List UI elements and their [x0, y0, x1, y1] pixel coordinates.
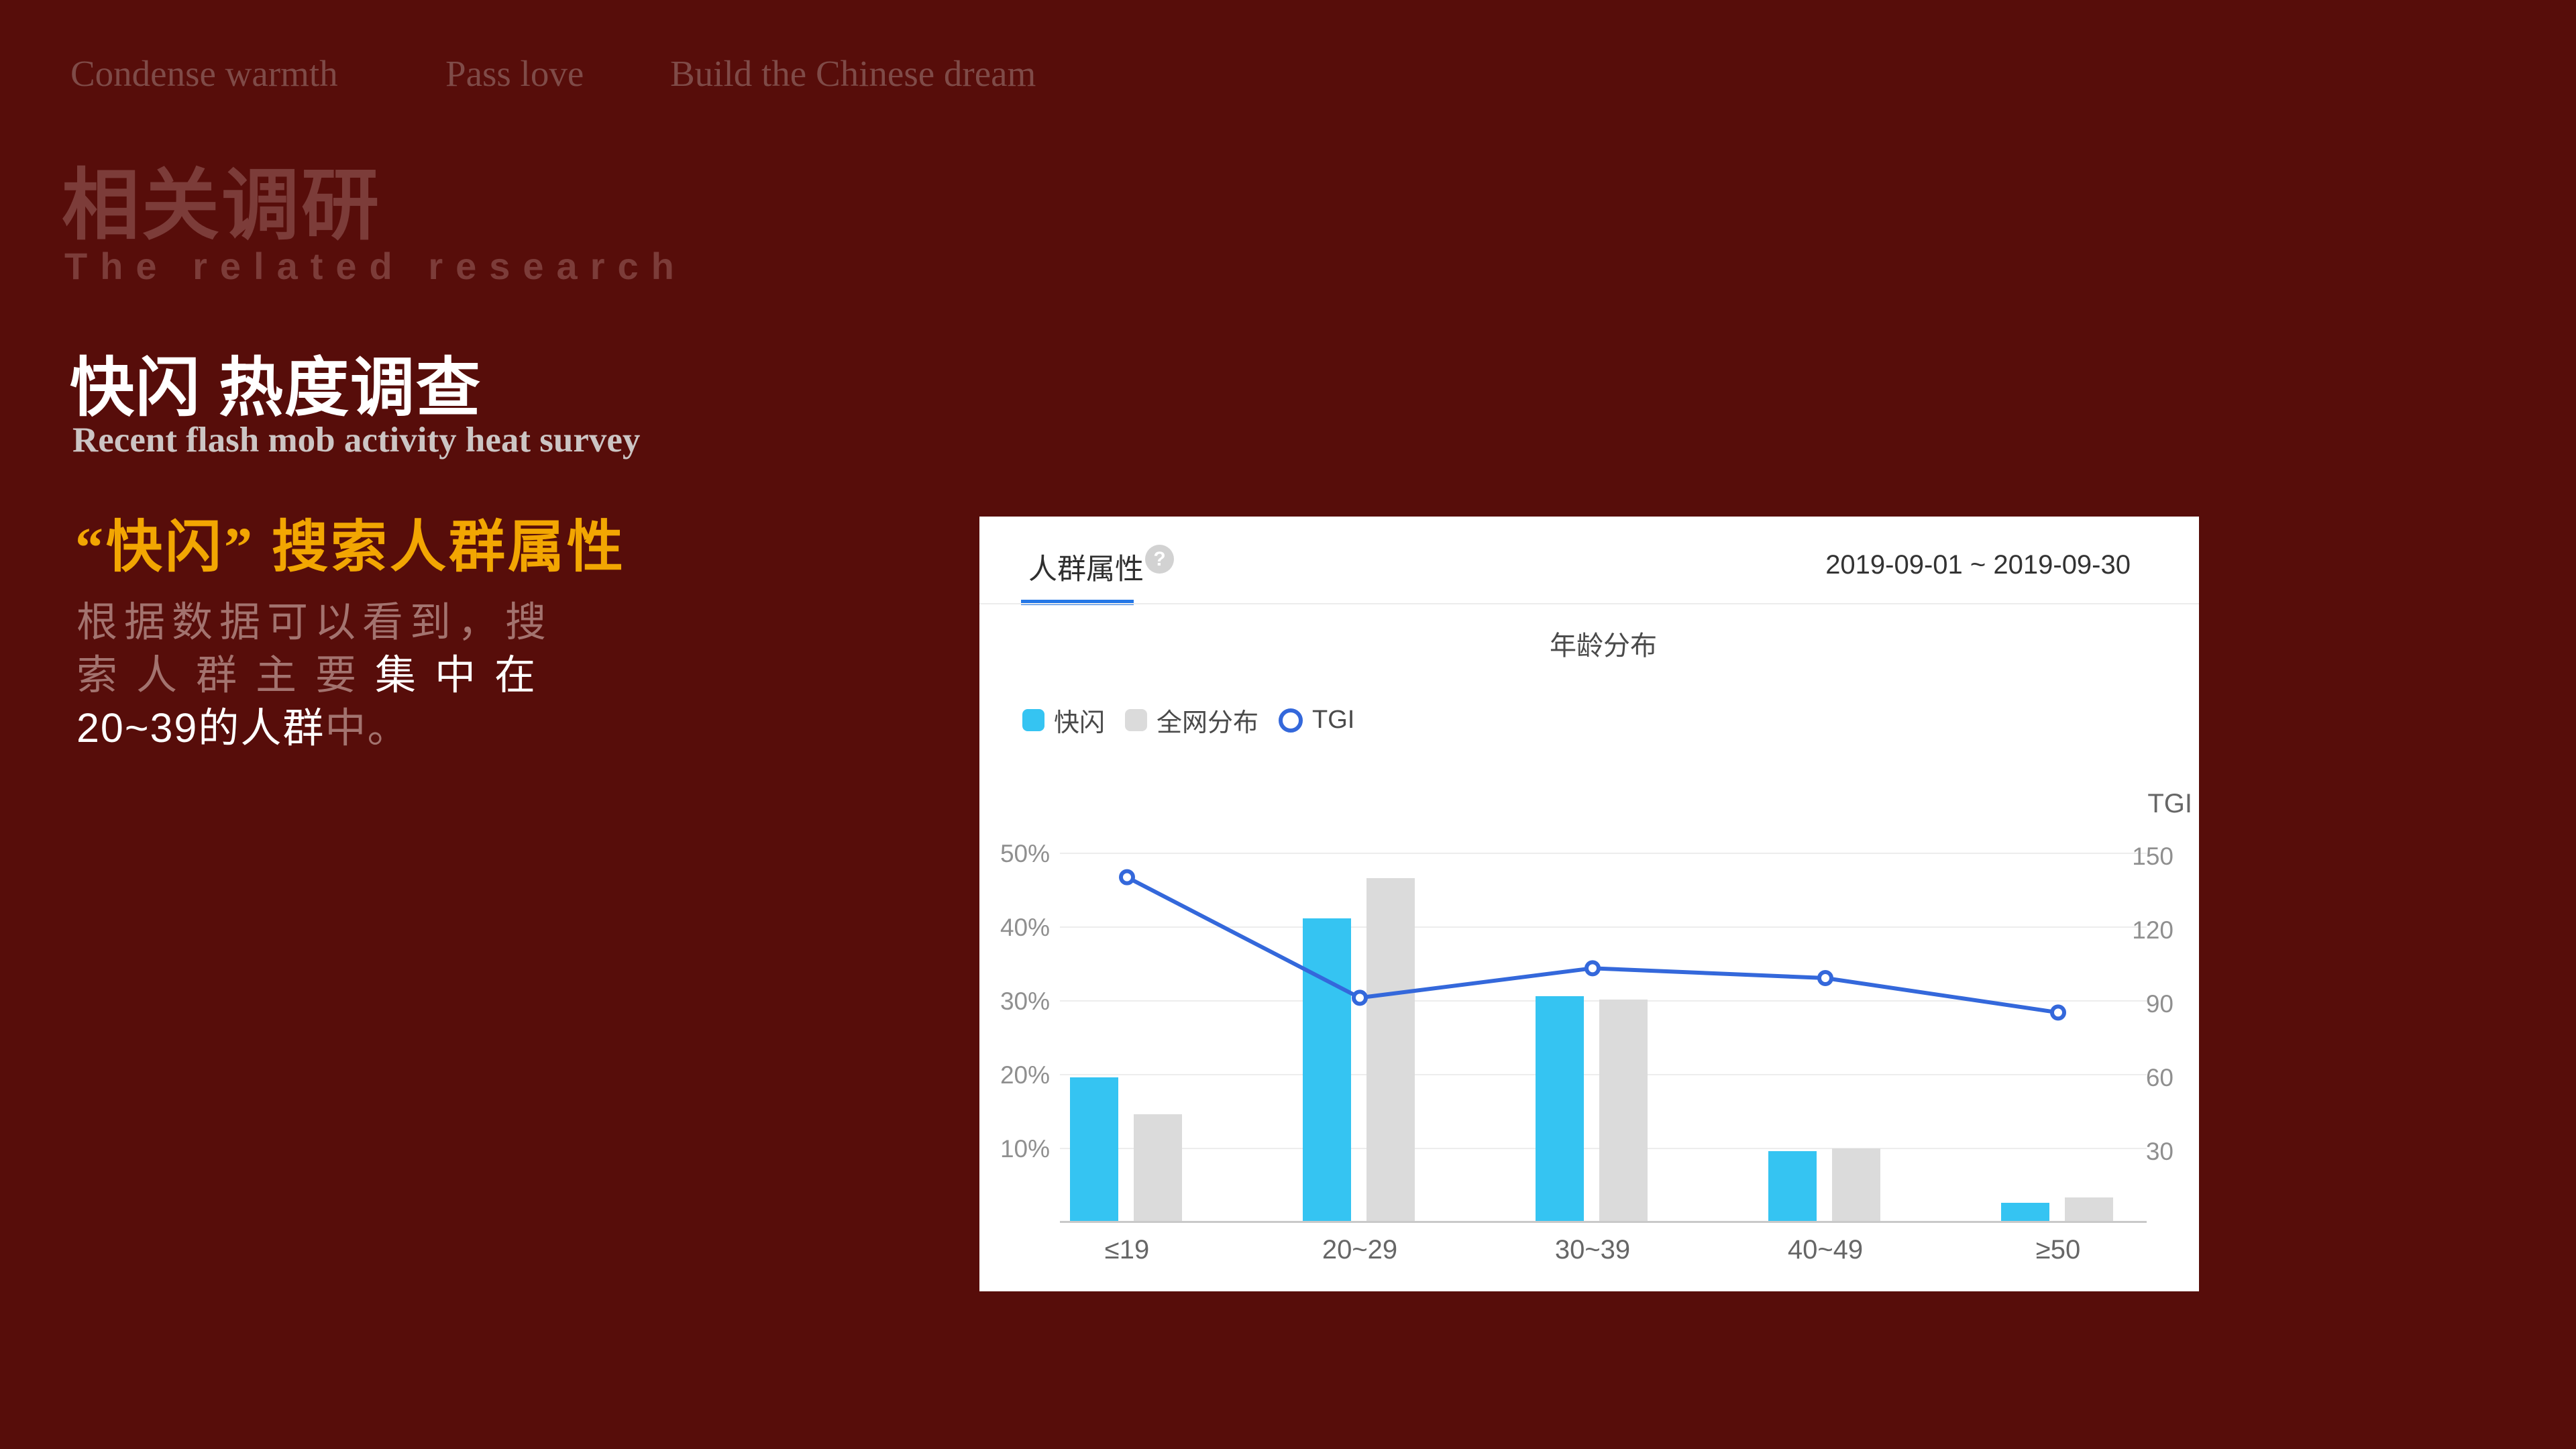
active-tab-underline [1021, 600, 1134, 605]
y-axis-label: 50% [1000, 840, 1050, 867]
tgi-point [2050, 1004, 2066, 1021]
bar-network-distribution [1599, 1000, 1648, 1221]
bar-kuaishan [1070, 1077, 1118, 1221]
chart-legend: 快闪 全网分布 TGI [1022, 702, 1354, 739]
legend-label: 全网分布 [1157, 709, 1259, 737]
tgi-point [1119, 869, 1135, 885]
bar-kuaishan [2001, 1202, 2049, 1221]
help-icon[interactable]: ? [1145, 545, 1174, 574]
y-axis-label: 10% [1000, 1135, 1050, 1163]
x-axis-label: ≤19 [1104, 1235, 1150, 1265]
motto-build-chinese-dream: Build the Chinese dream [670, 53, 1036, 94]
topic-heading: “快闪” 搜索人群属性 [75, 517, 627, 579]
motto-condense-warmth: Condense warmth [70, 53, 338, 94]
y-axis-label: 20% [1000, 1061, 1050, 1089]
legend-item-network-distribution[interactable]: 全网分布 [1125, 702, 1258, 739]
tgi-line-chart [1119, 869, 2066, 1021]
motto-pass-love: Pass love [445, 53, 584, 94]
date-range: 2019-09-01 ~ 2019-09-30 [1825, 550, 2131, 580]
legend-swatch-tgi-ring-icon [1279, 708, 1303, 733]
tgi-axis-label: 120 [2132, 916, 2174, 944]
audience-attributes-card: 人群属性 ? 2019-09-01 ~ 2019-09-30 年龄分布 快闪 全… [979, 517, 2199, 1291]
bar-kuaishan [1303, 918, 1351, 1221]
bar-network-distribution [1832, 1148, 1880, 1221]
x-axis-line [1060, 1221, 2147, 1223]
insight-paragraph: 根据数据可以看到，搜 索人群主要集中在 20~39的人群中。 [76, 596, 586, 755]
paragraph-line: 根据数据可以看到，搜 [76, 599, 553, 645]
legend-label: TGI [1312, 706, 1355, 734]
page-title: 快闪 热度调查 [70, 352, 482, 424]
bar-network-distribution [2065, 1197, 2113, 1221]
bar-kuaishan [1536, 996, 1584, 1221]
legend-swatch-network-icon [1125, 709, 1148, 731]
y-axis-label: 40% [1000, 914, 1050, 941]
x-axis-label: 20~29 [1322, 1235, 1398, 1265]
section-title-en: The related research [64, 245, 687, 287]
tgi-axis-label: 150 [2132, 843, 2174, 870]
tgi-point [1352, 989, 1368, 1006]
bar-kuaishan [1768, 1150, 1817, 1221]
gridline [1060, 853, 2147, 854]
legend-label: 快闪 [1054, 709, 1106, 737]
paragraph-line: 索人群主要集中在 [76, 652, 555, 698]
legend-item-kuaishan[interactable]: 快闪 [1022, 702, 1105, 739]
x-axis-label: 30~39 [1554, 1235, 1631, 1265]
tgi-axis-label: 90 [2145, 990, 2174, 1018]
tgi-line [1126, 875, 2059, 1015]
paragraph-line: 20~39的人群中。 [76, 705, 410, 751]
bar-network-distribution [1134, 1114, 1182, 1221]
header-divider [979, 603, 2199, 604]
tgi-point [1817, 970, 1833, 986]
section-title-cn: 相关调研 [62, 162, 381, 249]
page-subtitle-en: Recent flash mob activity heat survey [72, 421, 641, 460]
motto-row: Condense warmth Pass love Build the Chin… [0, 52, 1275, 99]
gridline [1060, 926, 2147, 928]
tgi-point [1585, 960, 1601, 977]
tgi-axis-label: 30 [2145, 1138, 2174, 1165]
x-axis-label: 40~49 [1787, 1235, 1864, 1265]
bar-network-distribution [1366, 877, 1415, 1221]
x-axis-label: ≥50 [2035, 1235, 2081, 1265]
tgi-axis-label: 60 [2145, 1064, 2174, 1091]
plot-area: 50% 40% 30% 20% 10% 150 120 90 60 30 ≤19 20~29 30~39… [1000, 840, 2174, 1265]
right-axis-title: TGI [2147, 789, 2192, 818]
y-axis-label: 30% [1000, 987, 1050, 1015]
chart-title: 年龄分布 [1550, 631, 1657, 661]
legend-item-tgi[interactable]: TGI [1279, 706, 1354, 735]
tab-audience-attributes[interactable]: 人群属性 [1028, 553, 1144, 586]
legend-swatch-kuaishan-icon [1022, 709, 1044, 731]
